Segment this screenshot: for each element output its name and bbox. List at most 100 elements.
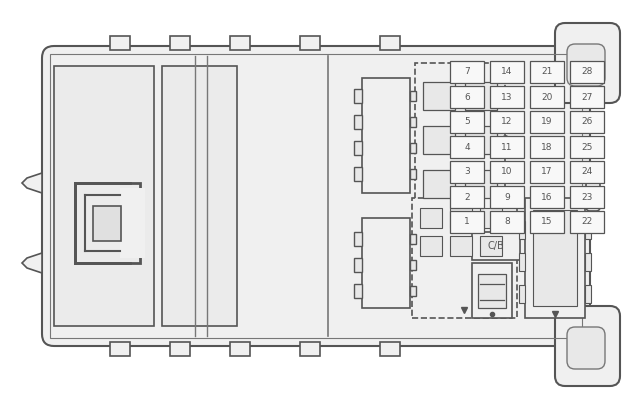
- Bar: [530, 211, 564, 233]
- Bar: [300, 36, 320, 50]
- FancyBboxPatch shape: [42, 46, 590, 346]
- Bar: [362, 78, 410, 193]
- Bar: [354, 258, 362, 272]
- Text: 14: 14: [502, 67, 513, 77]
- Bar: [450, 161, 484, 183]
- Text: C/B: C/B: [488, 241, 504, 251]
- Bar: [110, 36, 130, 50]
- Bar: [300, 342, 320, 356]
- Bar: [410, 117, 416, 127]
- Bar: [380, 342, 400, 356]
- Bar: [450, 61, 484, 83]
- Text: 9: 9: [504, 193, 510, 202]
- Bar: [490, 86, 524, 108]
- Bar: [570, 186, 604, 208]
- Text: 3: 3: [464, 168, 470, 177]
- Bar: [450, 208, 472, 228]
- Bar: [465, 170, 497, 198]
- Bar: [423, 82, 455, 110]
- Bar: [570, 86, 604, 108]
- Bar: [423, 170, 455, 198]
- Text: 17: 17: [541, 168, 553, 177]
- Bar: [450, 211, 484, 233]
- Bar: [410, 91, 416, 101]
- Text: 10: 10: [501, 168, 513, 177]
- Bar: [162, 66, 237, 326]
- Bar: [410, 234, 416, 244]
- Bar: [354, 141, 362, 155]
- Bar: [410, 143, 416, 153]
- Bar: [570, 136, 604, 158]
- Bar: [465, 126, 497, 154]
- Bar: [490, 111, 524, 133]
- Bar: [120, 188, 145, 258]
- Bar: [410, 260, 416, 270]
- Bar: [585, 253, 591, 271]
- Bar: [490, 161, 524, 183]
- Bar: [478, 274, 506, 308]
- Bar: [450, 111, 484, 133]
- Text: 16: 16: [541, 193, 553, 202]
- Bar: [50, 54, 582, 338]
- Bar: [420, 208, 442, 228]
- FancyBboxPatch shape: [567, 327, 605, 369]
- FancyBboxPatch shape: [555, 306, 620, 386]
- Bar: [480, 208, 502, 228]
- Bar: [465, 82, 497, 110]
- Bar: [490, 61, 524, 83]
- Bar: [519, 285, 525, 303]
- Text: 13: 13: [501, 93, 513, 102]
- Bar: [472, 263, 512, 318]
- Text: 22: 22: [581, 217, 593, 226]
- Bar: [75, 183, 140, 263]
- Bar: [570, 61, 604, 83]
- Text: 4: 4: [464, 142, 470, 151]
- Bar: [450, 186, 484, 208]
- Text: 7: 7: [464, 67, 470, 77]
- Bar: [480, 236, 502, 256]
- Bar: [519, 253, 525, 271]
- Bar: [450, 236, 472, 256]
- Bar: [93, 206, 121, 241]
- Text: 8: 8: [504, 217, 510, 226]
- Bar: [525, 198, 585, 318]
- Bar: [110, 342, 130, 356]
- Bar: [570, 211, 604, 233]
- Bar: [412, 198, 517, 318]
- Text: 15: 15: [541, 217, 553, 226]
- Bar: [170, 36, 190, 50]
- Text: 6: 6: [464, 93, 470, 102]
- Text: 2: 2: [464, 193, 470, 202]
- Bar: [490, 136, 524, 158]
- Text: 20: 20: [541, 93, 552, 102]
- Bar: [170, 342, 190, 356]
- Bar: [415, 63, 505, 213]
- Bar: [530, 61, 564, 83]
- Polygon shape: [22, 253, 42, 273]
- Bar: [410, 169, 416, 179]
- FancyBboxPatch shape: [567, 44, 605, 86]
- Bar: [530, 86, 564, 108]
- Bar: [450, 86, 484, 108]
- Text: 11: 11: [501, 142, 513, 151]
- Bar: [354, 232, 362, 246]
- Bar: [490, 211, 524, 233]
- FancyBboxPatch shape: [586, 181, 600, 211]
- Text: 21: 21: [541, 67, 552, 77]
- Text: 27: 27: [581, 93, 593, 102]
- Bar: [450, 136, 484, 158]
- Bar: [354, 284, 362, 298]
- Text: 18: 18: [541, 142, 553, 151]
- Text: 26: 26: [581, 118, 593, 126]
- Bar: [230, 36, 250, 50]
- Polygon shape: [22, 173, 42, 193]
- Text: 28: 28: [581, 67, 593, 77]
- Bar: [423, 126, 455, 154]
- Text: 19: 19: [541, 118, 553, 126]
- Bar: [570, 161, 604, 183]
- Bar: [410, 286, 416, 296]
- Bar: [354, 115, 362, 129]
- Bar: [362, 218, 410, 308]
- Text: 12: 12: [502, 118, 513, 126]
- Bar: [585, 221, 591, 239]
